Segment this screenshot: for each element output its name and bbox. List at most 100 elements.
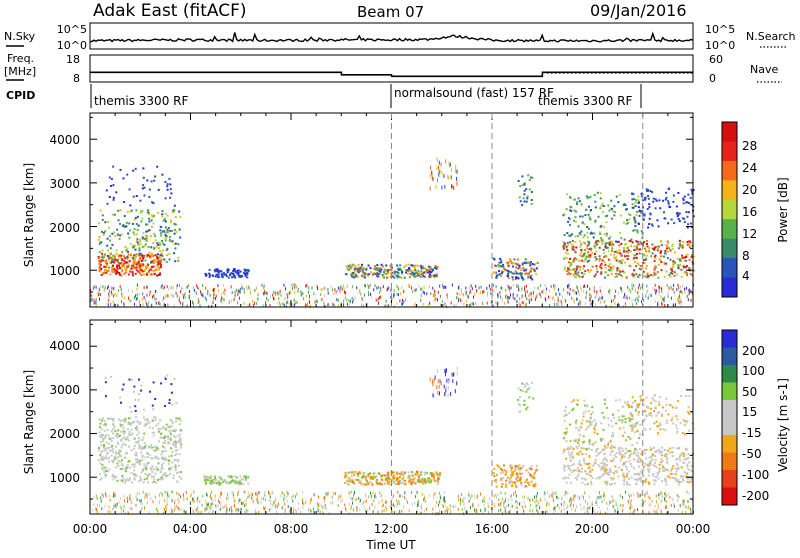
data-point: [344, 288, 345, 291]
data-point: [616, 503, 617, 506]
data-point: [142, 437, 144, 439]
data-point: [218, 504, 219, 507]
data-point: [525, 258, 527, 260]
data-point: [261, 501, 262, 504]
data-point: [625, 209, 627, 211]
data-point: [522, 279, 524, 281]
data-point: [631, 274, 633, 276]
data-point: [687, 194, 689, 196]
data-point: [614, 302, 615, 305]
data-point: [227, 495, 228, 498]
data-point: [163, 259, 165, 261]
data-point: [591, 252, 593, 254]
data-point: [389, 269, 391, 271]
data-point: [171, 430, 173, 432]
data-point: [461, 289, 462, 292]
data-point: [494, 258, 496, 260]
data-point: [605, 272, 607, 274]
data-point: [224, 274, 226, 276]
data-point: [123, 384, 125, 386]
data-point: [387, 287, 388, 290]
data-point: [641, 493, 642, 496]
data-point: [680, 290, 681, 293]
data-point: [129, 494, 130, 497]
data-point: [113, 300, 114, 303]
data-point: [688, 202, 690, 204]
data-point: [153, 416, 155, 418]
data-point: [637, 196, 639, 198]
data-point: [178, 417, 180, 419]
data-point: [399, 300, 400, 303]
data-point: [689, 259, 691, 261]
data-point: [547, 491, 548, 494]
data-point: [515, 465, 517, 467]
data-point: [120, 209, 122, 211]
data-point: [534, 496, 535, 499]
data-point: [124, 246, 126, 248]
data-point: [311, 498, 312, 501]
data-point: [424, 474, 426, 476]
data-point: [684, 221, 686, 223]
data-point: [600, 286, 601, 289]
data-point: [177, 441, 179, 443]
data-point: [500, 509, 501, 512]
data-point: [451, 301, 452, 304]
data-point: [141, 263, 143, 265]
data-point: [517, 399, 519, 401]
data-point: [163, 230, 165, 232]
data-point: [164, 303, 165, 306]
data-point: [508, 277, 510, 279]
data-point: [214, 476, 216, 478]
data-point: [125, 457, 127, 459]
data-point: [555, 285, 556, 288]
data-point: [102, 469, 104, 471]
data-point: [152, 223, 154, 225]
data-point: [132, 272, 134, 274]
data-point: [159, 242, 161, 244]
data-point: [632, 207, 634, 209]
data-point: [159, 260, 161, 262]
data-point: [151, 447, 153, 449]
data-point: [118, 255, 120, 257]
data-point: [655, 284, 656, 287]
data-point: [383, 271, 385, 273]
data-point: [220, 502, 221, 505]
data-point: [690, 197, 692, 199]
data-point: [648, 297, 649, 300]
data-point: [575, 271, 577, 273]
data-point: [659, 289, 660, 292]
data-point: [129, 271, 131, 273]
data-point: [129, 299, 130, 302]
power-ylabel: Slant Range [km]: [22, 163, 36, 267]
data-point: [517, 294, 518, 297]
nsearch-label: N.Search: [746, 30, 796, 43]
data-point: [585, 302, 586, 305]
data-point: [244, 291, 245, 294]
data-point: [141, 459, 143, 461]
data-point: [666, 247, 668, 249]
data-point: [210, 506, 211, 509]
data-point: [629, 288, 630, 291]
data-point: [121, 480, 123, 482]
data-point: [350, 497, 351, 500]
data-point: [205, 273, 207, 275]
data-point: [507, 477, 509, 479]
data-point: [588, 228, 590, 230]
data-point: [522, 390, 524, 392]
data-point: [526, 285, 527, 288]
data-point: [186, 491, 187, 494]
data-point: [589, 256, 591, 258]
data-point: [396, 302, 397, 305]
data-point: [159, 229, 161, 231]
data-point: [288, 492, 289, 495]
data-point: [651, 500, 652, 503]
data-point: [581, 260, 583, 262]
data-point: [282, 302, 283, 305]
data-point: [662, 298, 663, 301]
data-point: [252, 300, 253, 303]
data-point: [370, 492, 371, 495]
data-point: [535, 500, 536, 503]
data-point: [649, 294, 650, 297]
data-point: [115, 451, 117, 453]
data-point: [624, 239, 626, 241]
